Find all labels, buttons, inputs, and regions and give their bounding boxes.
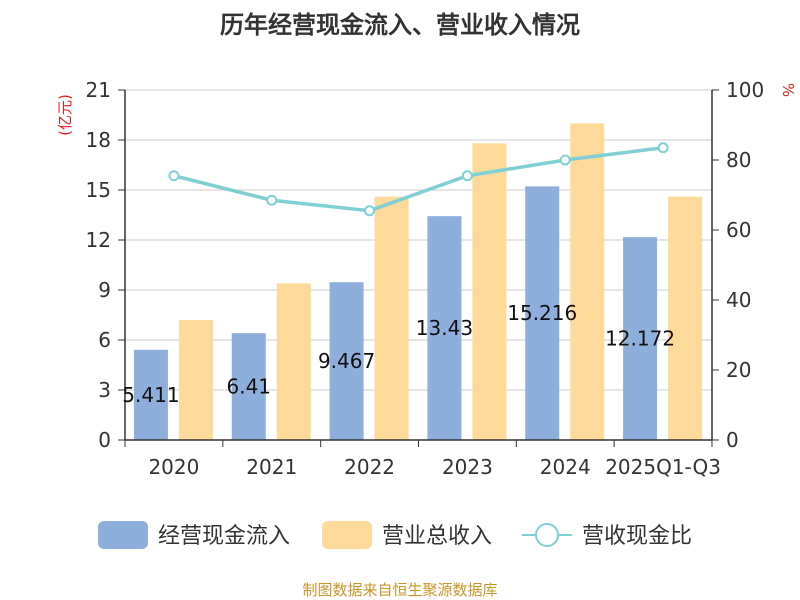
- left-axis-tick-label: 15: [86, 178, 111, 202]
- right-axis-tick-label: 20: [726, 358, 751, 382]
- x-axis-tick-label: 2022: [344, 455, 395, 479]
- right-axis-tick-label: 100: [726, 78, 764, 102]
- x-axis-tick-label: 2023: [442, 455, 493, 479]
- x-axis-tick-label: 2020: [148, 455, 199, 479]
- right-axis-tick-label: 0: [726, 428, 739, 452]
- ratio-point: [461, 170, 473, 182]
- ratio-point: [657, 142, 669, 154]
- cash-inflow-value-label: 5.411: [122, 383, 179, 407]
- left-axis-unit: (亿元): [56, 94, 74, 136]
- bars: [133, 123, 703, 441]
- left-axis-tick-label: 3: [98, 378, 111, 402]
- cash-inflow-value-label: 15.216: [507, 301, 577, 325]
- legend-label-ratio: 营收现金比: [582, 524, 692, 549]
- right-axis-tick-label: 80: [726, 148, 751, 172]
- ratio-point: [559, 154, 571, 166]
- left-axis-tick-label: 9: [98, 278, 111, 302]
- revenue-bar: [178, 320, 213, 440]
- left-axis-tick-label: 21: [86, 78, 111, 102]
- ratio-point: [364, 205, 376, 217]
- legend-label-revenue: 营业总收入: [382, 524, 492, 549]
- x-axis-tick-label: 2024: [540, 455, 591, 479]
- data-labels: 5.411 6.41 9.467 13.43 15.216 12.172: [122, 301, 675, 407]
- ratio-point: [168, 170, 180, 182]
- revenue-bar: [668, 196, 703, 440]
- source-note: 制图数据来自恒生聚源数据库: [302, 581, 497, 599]
- left-axis-tick-label: 6: [98, 328, 111, 352]
- revenue-bar: [374, 196, 409, 440]
- left-axis-tick-label: 18: [86, 128, 111, 152]
- right-axis-tick-label: 60: [726, 218, 751, 242]
- cash-inflow-value-label: 12.172: [605, 327, 675, 351]
- revenue-bar: [276, 283, 311, 440]
- ratio-line-path: [173, 146, 664, 213]
- cash-inflow-bar: [231, 333, 266, 440]
- ratio-point: [266, 194, 278, 206]
- cash-inflow-bar: [427, 216, 462, 440]
- right-axis-tick-label: 40: [726, 288, 751, 312]
- x-axis-tick-label: 2025Q1-Q3: [605, 455, 721, 479]
- cash-inflow-bar: [623, 237, 658, 440]
- left-axis-tick-label: 12: [86, 228, 111, 252]
- grid-lines: [125, 89, 712, 391]
- cash-inflow-bar: [525, 186, 560, 440]
- right-axis-unit: %: [779, 83, 797, 97]
- chart-title: 历年经营现金流入、营业收入情况: [220, 11, 580, 39]
- legend: 经营现金流入 营业总收入 营收现金比: [98, 521, 692, 549]
- cash-inflow-value-label: 6.41: [226, 375, 271, 399]
- cash-inflow-value-label: 13.43: [416, 316, 473, 340]
- legend-swatch-cash-inflow: [98, 521, 148, 549]
- cash-inflow-value-label: 9.467: [318, 349, 375, 373]
- legend-label-cash-inflow: 经营现金流入: [158, 524, 290, 549]
- left-axis-tick-label: 0: [98, 428, 111, 452]
- revenue-bar: [570, 123, 605, 440]
- cash-inflow-bar: [329, 282, 364, 440]
- legend-swatch-revenue: [322, 521, 372, 549]
- x-axis-tick-label: 2021: [246, 455, 297, 479]
- cash-inflow-bar: [133, 349, 168, 440]
- legend-swatch-ratio-marker: [535, 523, 559, 547]
- axes: 0 3 6 9 12 15 18 21 0 20 40 60 80 100 2020 2021 2022 2023…: [86, 78, 765, 479]
- ratio-line: [168, 142, 669, 217]
- revenue-bar: [472, 143, 507, 441]
